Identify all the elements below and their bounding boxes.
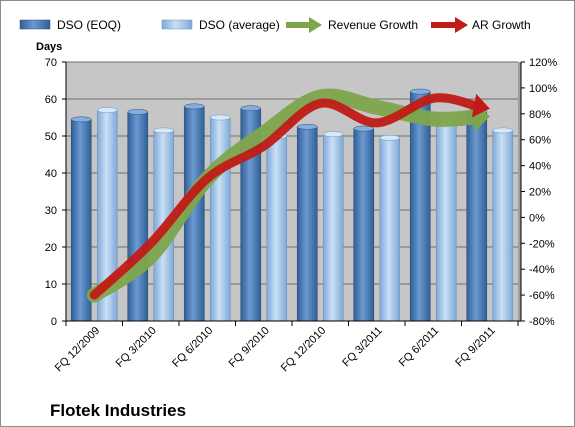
y-tick-label: 70 (45, 57, 57, 69)
bar-dso-eoq (353, 128, 375, 322)
bar-dso-eoq (296, 126, 318, 322)
y2-tick-label: 60% (529, 135, 551, 147)
x-tick-label: FQ 6/2010 (170, 325, 215, 370)
bar-dso-eoq (127, 111, 149, 322)
y-tick-label: 20 (45, 242, 57, 254)
y-tick-label: 60 (45, 94, 57, 106)
bar-dso-average-top (492, 127, 513, 134)
legend-arrowhead-ar-growth (455, 17, 468, 33)
bar-dso-eoq (466, 111, 488, 322)
y2-tick-label: -20% (529, 238, 555, 250)
legend-item-ar-growth: AR Growth (431, 17, 531, 33)
line-ar-growth (89, 93, 483, 300)
legend-arrowhead-revenue-growth (309, 17, 322, 33)
y-tick-label: 40 (45, 168, 57, 180)
growth-lines (86, 88, 490, 303)
bar-dso-eoq-top (297, 123, 318, 130)
bar-dso-average (266, 135, 288, 322)
legend-label-dso-eoq: DSO (EOQ) (57, 18, 121, 32)
x-axis-ticks: FQ 12/2009 FQ 3/2010 FQ 6/2010 FQ 9/2010 FQ … (53, 321, 519, 375)
bar-dso-average-top (153, 127, 174, 134)
company-name: Flotek Industries (50, 401, 186, 420)
bar-dso-average (492, 130, 514, 322)
x-tick-label: FQ 9/2010 (227, 325, 272, 370)
legend-item-dso-average: DSO (average) (161, 18, 280, 32)
bar-dso-eoq (409, 91, 431, 322)
x-tick-label: FQ 6/2011 (397, 325, 442, 370)
bar-dso-average-top (97, 107, 118, 113)
legend-swatch-dso-eoq (19, 19, 51, 30)
bar-dso-average (209, 117, 231, 322)
y-tick-label: 10 (45, 279, 57, 291)
y2-tick-label: 80% (529, 109, 551, 121)
legend: DSO (EOQ) DSO (average) Revenue Growth A… (19, 17, 531, 33)
bar-dso-eoq-top (240, 105, 261, 112)
y2-tick-label: -40% (529, 264, 555, 276)
legend-item-revenue-growth: Revenue Growth (286, 17, 418, 33)
x-tick-label: FQ 9/2011 (453, 325, 498, 370)
bar-dso-eoq-top (184, 103, 205, 110)
bar-dso-average-top (210, 114, 231, 121)
bar-dso-eoq-top (410, 88, 431, 95)
y-axis-ticks: 0 10 20 30 40 50 60 70 (45, 57, 66, 328)
legend-swatch-dso-average (161, 19, 193, 30)
bar-dso-average (322, 133, 344, 322)
y2-tick-label: 100% (529, 83, 557, 95)
bar-dso-average-top (323, 131, 344, 137)
y2-tick-label: 20% (529, 187, 551, 199)
x-tick-label: FQ 3/2011 (340, 325, 385, 370)
bar-dso-eoq-top (127, 109, 148, 115)
y-tick-label: 50 (45, 131, 57, 143)
bar-dso-average-top (379, 135, 400, 141)
bar-dso-average (379, 137, 401, 322)
y-tick-label: 30 (45, 205, 57, 217)
x-tick-label: FQ 12/2009 (53, 325, 103, 375)
bar-dso-average (435, 117, 457, 322)
y2-tick-label: 40% (529, 161, 551, 173)
bar-dso-eoq-top (71, 116, 92, 123)
y-axis-label: Days (36, 41, 62, 53)
y2-tick-label: -80% (529, 316, 555, 328)
y2-tick-label: 0% (529, 212, 545, 224)
legend-item-dso-eoq: DSO (EOQ) (19, 18, 121, 32)
legend-label-ar-growth: AR Growth (472, 18, 531, 32)
legend-label-dso-average: DSO (average) (199, 18, 280, 32)
y2-tick-label: -60% (529, 290, 555, 302)
x-tick-label: FQ 12/2010 (279, 325, 329, 375)
y2-axis-ticks: -80% -60% -40% -20% 0% 20% 40% 60% 80% 100% 120% (521, 57, 557, 328)
y-tick-label: 0 (51, 316, 57, 328)
bar-dso-eoq-top (353, 125, 374, 132)
legend-label-revenue-growth: Revenue Growth (328, 18, 418, 32)
y2-tick-label: 120% (529, 57, 557, 69)
x-tick-label: FQ 3/2010 (114, 325, 159, 370)
line-revenue-growth (86, 88, 485, 303)
arrowhead-ar-growth (471, 93, 490, 118)
